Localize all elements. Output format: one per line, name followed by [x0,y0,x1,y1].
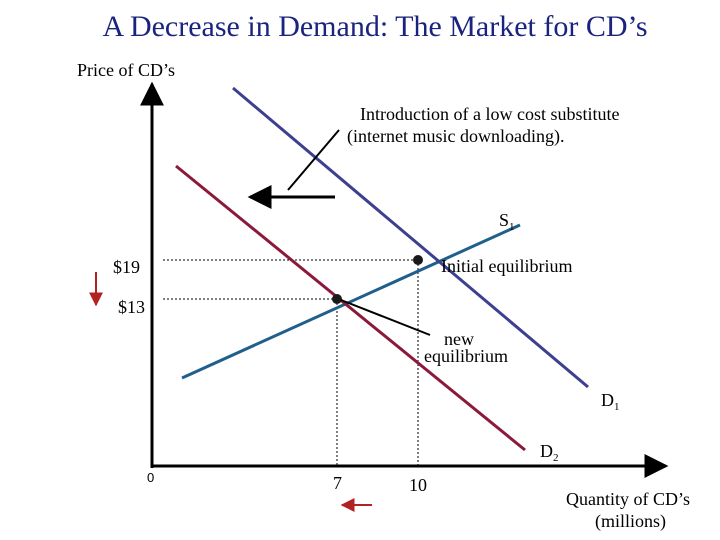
annotation-line-2: (internet music downloading). [347,126,565,146]
quantity-tick-0: 0 [147,470,155,485]
new-equilibrium-label-line-1: new [444,329,474,349]
price-tick-13: $13 [118,297,145,317]
new-equilibrium-point [332,294,342,304]
price-tick-19: $19 [113,257,140,277]
demand-d2-label: D2 [540,441,559,464]
quantity-tick-7: 7 [333,473,342,493]
annotation-leader-line [287,129,340,191]
supply-curve-s1 [181,223,521,380]
initial-equilibrium-label: Initial equilibrium [441,256,573,276]
y-axis-label: Price of CD’s [77,60,175,80]
new-equilibrium-leader-line [340,299,431,336]
demand-d1-label: D1 [601,390,620,413]
annotation-line-1: Introduction of a low cost substitute [360,104,620,124]
demand-curve-d1 [232,86,589,389]
x-axis-label-line-1: Quantity of CD’s [566,489,690,509]
quantity-tick-10: 10 [409,475,427,495]
new-equilibrium-label-line-2: equilibrium [424,346,508,366]
initial-equilibrium-point [413,255,423,265]
demand-curve-d2 [175,164,526,452]
x-axis-label-line-2: (millions) [595,511,666,531]
supply-label: S1 [499,210,515,233]
page-title: A Decrease in Demand: The Market for CD’… [102,10,648,43]
